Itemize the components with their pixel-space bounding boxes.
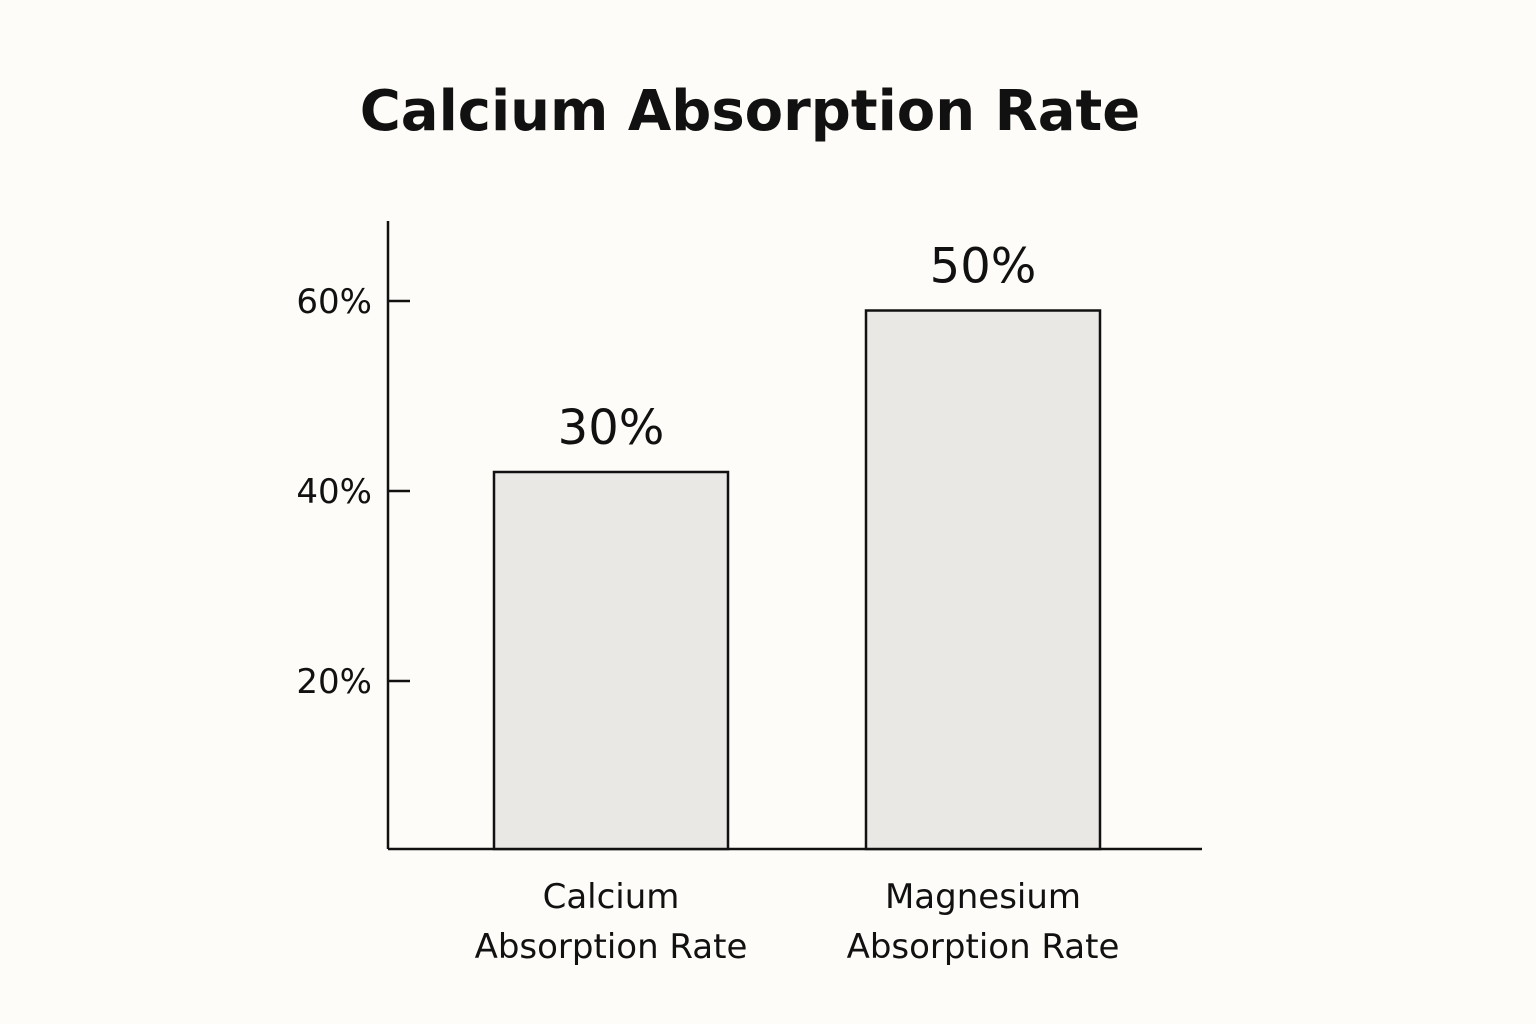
bar-value-label: 50% (930, 239, 1037, 295)
category-label: Absorption Rate (475, 927, 748, 967)
y-tick-label: 40% (296, 472, 372, 512)
y-tick-label: 20% (296, 662, 372, 702)
bar-value-label: 30% (558, 400, 665, 456)
labels: 20% 40% 60% 30% Calcium Absorption Rate 50% Mag… (296, 239, 1119, 968)
category-label: Calcium (543, 877, 680, 917)
category-label: Absorption Rate (847, 927, 1120, 967)
bar (864, 309, 1102, 851)
category-label: Magnesium (885, 877, 1081, 917)
y-tick-label: 60% (296, 282, 372, 322)
chart-title: Calcium Absorption Rate (360, 79, 1141, 144)
bars (492, 309, 1102, 851)
bar (492, 470, 730, 851)
